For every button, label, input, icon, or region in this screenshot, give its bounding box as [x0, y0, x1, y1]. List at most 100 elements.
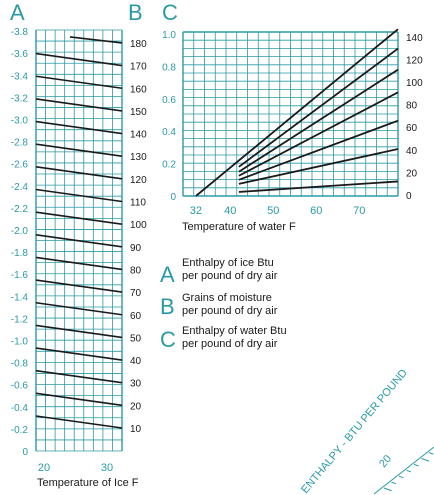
water-enthalpy-scale: 0 0.2 0.4 0.6 0.8 1.0 [162, 30, 176, 203]
water-enthalpy-tick-label: 0.4 [162, 127, 176, 138]
legend-item-c: C Enthalpy of water Btu per pound of dry… [160, 325, 287, 352]
water-grains-tick-label: 140 [406, 33, 423, 44]
ice-enthalpy-tick-label: -2.6 [11, 160, 29, 171]
water-line [238, 91, 399, 177]
water-temperature-tick-label: 60 [310, 205, 322, 217]
corner-scale-label: ENTHALPY - BTU PER POUND [299, 367, 410, 495]
ice-line [35, 369, 123, 384]
grains-tick-label: 10 [130, 424, 142, 435]
grains-scale: 180 170 160 150 140 130 120 110 100 90 80 70 60 50 40 3… [130, 39, 147, 435]
ice-enthalpy-tick-label: -0.2 [11, 425, 29, 436]
ice-line [69, 36, 123, 44]
ice-temperature-tick-label: 30 [101, 462, 113, 474]
grains-tick-label: 50 [130, 333, 142, 344]
ice-enthalpy-tick-label: -2.8 [11, 138, 29, 149]
ice-enthalpy-tick-label: -2.4 [11, 182, 29, 193]
water-line [238, 68, 399, 173]
ice-temperature-ticks: 20 30 [38, 462, 113, 474]
corner-scale-tick [428, 452, 434, 455]
grains-tick-label: 110 [130, 198, 146, 209]
legend-letter: C [160, 327, 176, 352]
ice-line [35, 347, 123, 361]
legend-text-line2: per pound of dry air [182, 305, 278, 317]
grains-tick-label: 40 [130, 356, 142, 367]
ice-enthalpy-scale: -3.8 -3.6 -3.4 -3.2 -3.0 -2.8 -2.6 -2.4 -2.2 -2.0… [11, 27, 29, 458]
ice-temperature-tick-label: 20 [38, 462, 50, 474]
water-temperature-tick-label: 40 [224, 205, 236, 217]
water-grains-tick-label: 20 [406, 168, 418, 179]
water-enthalpy-tick-label: 0.8 [162, 62, 176, 73]
legend-item-a: A Enthalpy of ice Btu per pound of dry a… [160, 257, 278, 287]
ice-line [35, 52, 123, 67]
water-line [238, 119, 399, 181]
water-enthalpy-tick-label: 0 [170, 192, 176, 203]
legend-text-line2: per pound of dry air [182, 270, 278, 282]
water-grains-scale: 0 20 40 60 80 100 120 140 [406, 33, 423, 202]
water-grains-tick-label: 100 [406, 78, 423, 89]
grains-tick-label: 180 [130, 39, 147, 50]
legend: A Enthalpy of ice Btu per pound of dry a… [160, 257, 287, 352]
water-grains-tick-label: 60 [406, 123, 418, 134]
grains-tick-label: 20 [130, 401, 142, 412]
ice-line [35, 256, 123, 271]
legend-letter: A [160, 262, 175, 287]
ice-enthalpy-tick-label: -1.2 [11, 314, 29, 325]
water-enthalpy-tick-label: 1.0 [162, 30, 176, 41]
ice-line [35, 120, 123, 135]
ice-enthalpy-tick-label: -1.6 [11, 270, 29, 281]
ice-line [35, 415, 123, 429]
ice-enthalpy-tick-label: -3.8 [11, 27, 29, 38]
corner-scale-tick [413, 463, 419, 467]
water-grid [182, 31, 399, 197]
ice-line [35, 166, 123, 180]
ice-line [35, 234, 123, 248]
corner-scale-tick [391, 481, 397, 485]
grains-tick-label: 90 [130, 243, 142, 254]
water-grains-tick-label: 80 [406, 101, 418, 112]
grains-tick-label: 160 [130, 84, 147, 95]
panel-ice-chart: -3.8 -3.6 -3.4 -3.2 -3.0 -2.8 -2.6 -2.4 -2.2 -2.0… [10, 0, 147, 489]
ice-enthalpy-tick-label: -3.4 [11, 71, 29, 82]
grains-tick-label: 120 [130, 175, 147, 186]
water-line [238, 148, 399, 185]
grains-tick-label: 60 [130, 311, 142, 322]
ice-line [35, 211, 123, 225]
water-line [195, 28, 399, 197]
water-grains-tick-label: 120 [406, 55, 423, 66]
ice-line [35, 279, 123, 293]
ice-enthalpy-tick-label: -1.0 [11, 337, 29, 348]
corner-scale-tick [383, 487, 392, 492]
grains-tick-label: 140 [130, 130, 147, 141]
water-grains-tick-label: 40 [406, 146, 418, 157]
water-temperature-ticks: 32 40 50 60 70 [190, 205, 366, 217]
ice-enthalpy-tick-label: -3.0 [11, 116, 29, 127]
ice-line [35, 188, 123, 203]
ice-enthalpy-tick-label: -0.4 [11, 403, 29, 414]
grains-tick-label: 130 [130, 152, 147, 163]
water-x-axis-label: Temperature of water F [182, 221, 296, 233]
letter-c: C [162, 0, 178, 25]
legend-text-line1: Enthalpy of ice Btu [182, 257, 274, 269]
ice-enthalpy-tick-label: -3.2 [11, 93, 29, 104]
ice-enthalpy-tick-label: -0.8 [11, 359, 29, 370]
ice-enthalpy-tick-label: -3.6 [11, 49, 29, 60]
water-temperature-tick-label: 32 [190, 205, 202, 217]
ice-line [35, 301, 123, 316]
ice-line [35, 75, 123, 90]
corner-scale-ticks [373, 446, 434, 495]
corner-scale-tick [398, 475, 404, 479]
legend-text-line1: Enthalpy of water Btu [182, 325, 287, 337]
grains-tick-label: 30 [130, 379, 142, 390]
legend-item-b: B Grains of moisture per pound of dry ai… [160, 292, 278, 319]
legend-letter: B [160, 294, 175, 319]
water-enthalpy-tick-label: 0.2 [162, 160, 176, 171]
grains-tick-label: 170 [130, 62, 147, 73]
panel-water-chart: 0 0.2 0.4 0.6 0.8 1.0 0 20 40 60 80 100 120 140 32 40… [162, 0, 423, 233]
legend-text-line1: Grains of moisture [182, 292, 272, 304]
water-line [238, 180, 399, 193]
ice-x-axis-label: Temperature of Ice F [37, 477, 139, 489]
legend-text-line2: per pound of dry air [182, 338, 278, 350]
ice-enthalpy-tick-label: -1.4 [11, 292, 29, 303]
water-enthalpy-tick-label: 0.6 [162, 95, 176, 106]
